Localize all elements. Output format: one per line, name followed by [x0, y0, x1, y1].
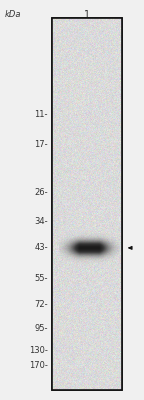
Text: kDa: kDa — [5, 10, 21, 19]
Text: 43-: 43- — [34, 243, 48, 252]
Text: 55-: 55- — [35, 274, 48, 283]
Text: 1: 1 — [84, 10, 90, 20]
Text: 72-: 72- — [34, 300, 48, 309]
Bar — [52, 18, 122, 390]
Text: 17-: 17- — [34, 140, 48, 149]
Text: 26-: 26- — [34, 188, 48, 196]
Text: 170-: 170- — [29, 361, 48, 370]
Bar — [52, 18, 122, 390]
Text: 11-: 11- — [35, 110, 48, 119]
Text: 95-: 95- — [35, 324, 48, 333]
Text: 130-: 130- — [29, 346, 48, 356]
Text: 34-: 34- — [34, 217, 48, 226]
